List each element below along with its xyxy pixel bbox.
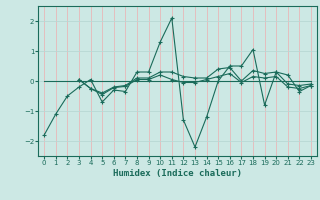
X-axis label: Humidex (Indice chaleur): Humidex (Indice chaleur) bbox=[113, 169, 242, 178]
